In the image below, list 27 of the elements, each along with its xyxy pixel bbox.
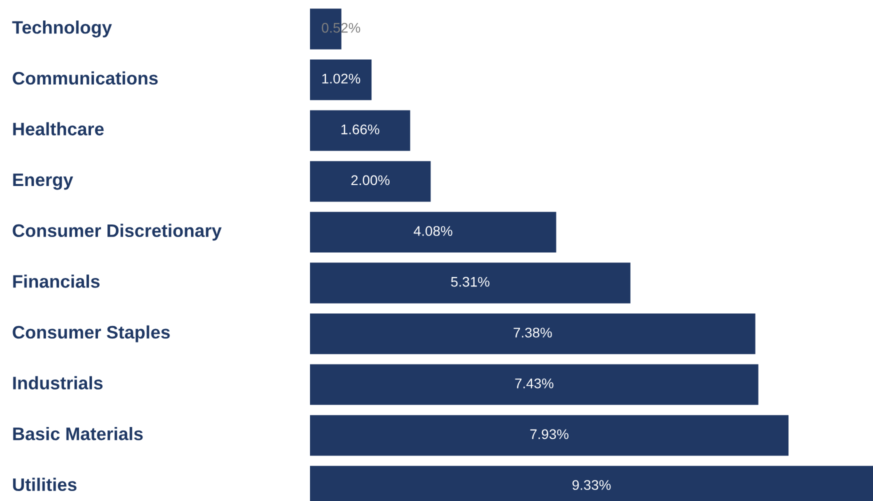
bar xyxy=(310,212,556,253)
data-label: 7.43% xyxy=(515,378,554,388)
bar xyxy=(310,59,372,100)
bar xyxy=(310,262,630,304)
y-tick-label: Communications xyxy=(12,71,158,85)
bar xyxy=(310,313,756,354)
y-tick-label: Basic Materials xyxy=(13,426,143,440)
y-tick-label: Financials xyxy=(13,274,100,288)
data-label: 2.00% xyxy=(351,175,390,186)
data-label: 1.66% xyxy=(341,124,380,134)
data-label: 7.38% xyxy=(514,328,552,338)
data-label: 5.31% xyxy=(451,276,490,287)
y-tick-label: Consumer Staples xyxy=(12,325,170,342)
data-label: 7.93% xyxy=(530,429,568,440)
data-label: 9.33% xyxy=(572,480,611,490)
bar xyxy=(310,364,758,405)
y-tick-label: Consumer Discretionary xyxy=(12,224,222,241)
bar xyxy=(310,415,789,456)
bar xyxy=(310,110,410,151)
y-tick-label: Technology xyxy=(12,20,112,38)
y-tick-label: Utilities xyxy=(13,478,76,492)
data-label: 4.08% xyxy=(414,226,452,236)
y-tick-label: Industrials xyxy=(13,376,103,390)
data-label: 1.02% xyxy=(322,74,360,84)
y-tick-label: Healthcare xyxy=(13,122,104,136)
y-tick-label: Energy xyxy=(13,174,74,190)
bar xyxy=(310,161,431,202)
